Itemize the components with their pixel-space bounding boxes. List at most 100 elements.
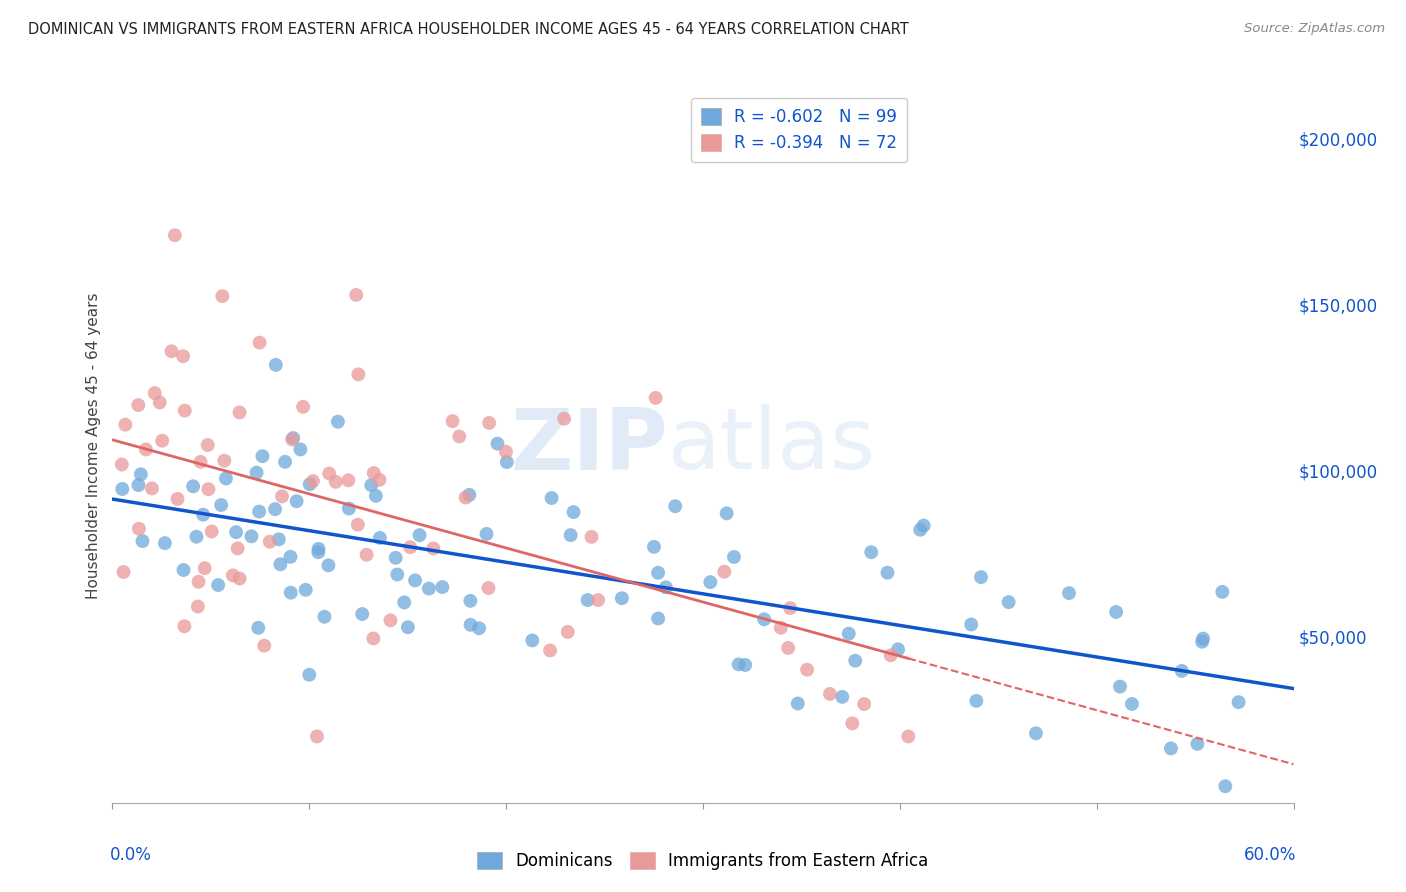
Point	[283, 431, 305, 445]
Point	[562, 505, 585, 519]
Text: DOMINICAN VS IMMIGRANTS FROM EASTERN AFRICA HOUSEHOLDER INCOME AGES 45 - 64 YEAR: DOMINICAN VS IMMIGRANTS FROM EASTERN AFR…	[28, 22, 908, 37]
Legend: Dominicans, Immigrants from Eastern Africa: Dominicans, Immigrants from Eastern Afri…	[471, 845, 935, 877]
Point	[1105, 605, 1128, 619]
Point	[460, 617, 482, 632]
Point	[754, 612, 776, 626]
Point	[318, 467, 340, 481]
Point	[879, 648, 901, 663]
Point	[610, 591, 633, 606]
Point	[149, 395, 172, 409]
Point	[387, 567, 409, 582]
Point	[163, 228, 186, 243]
Point	[191, 508, 214, 522]
Point	[713, 565, 735, 579]
Point	[298, 667, 321, 681]
Point	[404, 574, 426, 588]
Point	[290, 442, 312, 457]
Point	[308, 541, 330, 556]
Point	[194, 561, 217, 575]
Point	[190, 455, 212, 469]
Point	[1192, 632, 1215, 646]
Point	[226, 541, 249, 556]
Point	[271, 489, 294, 503]
Point	[831, 690, 853, 704]
Point	[127, 398, 149, 412]
Point	[252, 449, 274, 463]
Point	[734, 658, 756, 673]
Point	[281, 433, 304, 447]
Point	[522, 633, 544, 648]
Point	[1171, 664, 1194, 678]
Point	[786, 697, 808, 711]
Point	[141, 482, 163, 496]
Point	[796, 663, 818, 677]
Point	[1187, 737, 1209, 751]
Point	[172, 349, 194, 363]
Point	[368, 473, 391, 487]
Point	[240, 529, 263, 543]
Point	[347, 368, 370, 382]
Text: ZIP: ZIP	[510, 404, 668, 488]
Point	[160, 344, 183, 359]
Point	[209, 498, 232, 512]
Point	[197, 482, 219, 496]
Point	[380, 613, 402, 627]
Point	[716, 506, 738, 520]
Point	[245, 466, 267, 480]
Text: atlas: atlas	[668, 404, 876, 488]
Point	[538, 643, 561, 657]
Point	[247, 505, 270, 519]
Point	[150, 434, 173, 448]
Point	[664, 499, 686, 513]
Point	[540, 491, 562, 505]
Point	[586, 593, 609, 607]
Point	[460, 594, 482, 608]
Point	[418, 582, 440, 596]
Point	[769, 621, 792, 635]
Point	[356, 548, 378, 562]
Point	[368, 531, 391, 545]
Point	[114, 417, 136, 432]
Point	[280, 585, 302, 599]
Point	[280, 549, 302, 564]
Text: 60.0%: 60.0%	[1243, 846, 1296, 863]
Point	[1211, 585, 1233, 599]
Point	[222, 568, 245, 582]
Point	[779, 601, 801, 615]
Point	[347, 517, 370, 532]
Point	[225, 525, 247, 540]
Point	[292, 400, 315, 414]
Point	[841, 716, 863, 731]
Point	[1025, 726, 1047, 740]
Point	[111, 482, 134, 496]
Point	[228, 572, 250, 586]
Point	[131, 534, 153, 549]
Point	[910, 523, 932, 537]
Point	[468, 621, 491, 635]
Point	[264, 358, 287, 372]
Point	[396, 620, 419, 634]
Point	[723, 549, 745, 564]
Point	[647, 611, 669, 625]
Point	[269, 558, 291, 572]
Point	[458, 488, 481, 502]
Point	[1213, 779, 1236, 793]
Point	[965, 694, 987, 708]
Point	[576, 593, 599, 607]
Point	[307, 545, 329, 559]
Point	[173, 563, 195, 577]
Point	[1227, 695, 1250, 709]
Point	[394, 595, 416, 609]
Point	[181, 479, 204, 493]
Point	[475, 527, 498, 541]
Point	[655, 580, 678, 594]
Y-axis label: Householder Income Ages 45 - 64 years: Householder Income Ages 45 - 64 years	[86, 293, 101, 599]
Point	[187, 599, 209, 614]
Point	[860, 545, 883, 559]
Point	[128, 522, 150, 536]
Point	[285, 494, 308, 508]
Point	[294, 582, 316, 597]
Point	[112, 565, 135, 579]
Point	[187, 574, 209, 589]
Point	[643, 540, 665, 554]
